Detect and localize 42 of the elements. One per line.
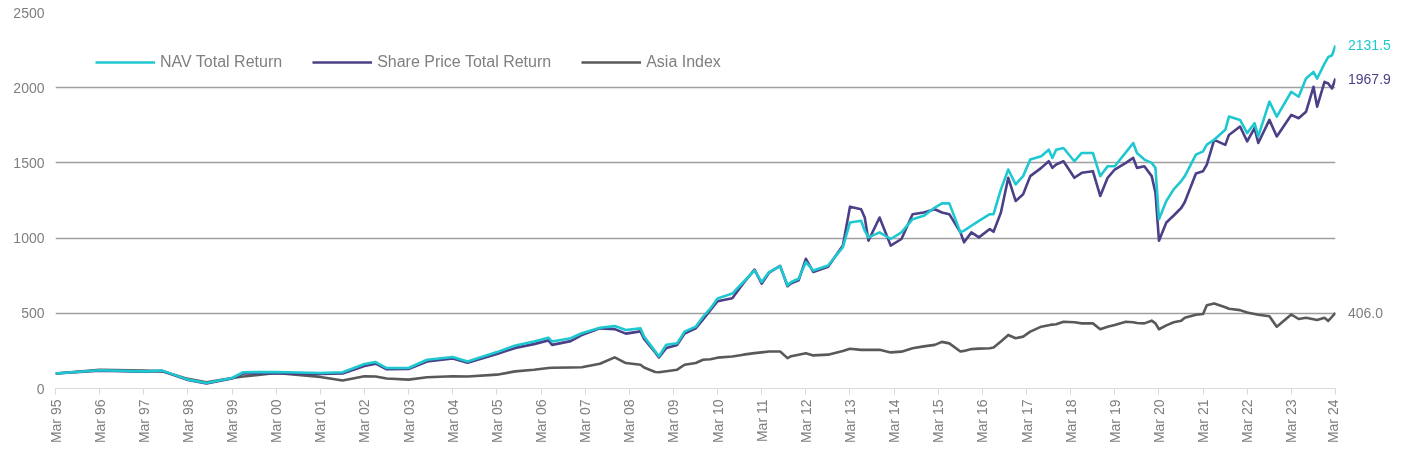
x-tick-label: Mar 05 [488,399,505,444]
x-tick-label: Mar 98 [179,399,196,444]
x-tick-label: Mar 23 [1283,399,1300,444]
x-tick-label: Mar 12 [797,399,814,444]
y-tick-label: 2000 [13,79,45,96]
y-tick-label: 2500 [13,4,45,21]
legend-label: NAV Total Return [160,53,283,71]
legend-label: Asia Index [646,53,721,71]
x-tick-label: Mar 16 [974,399,991,444]
text: 406.0 [1348,304,1384,321]
x-tick-label: Mar 15 [930,399,947,444]
x-tick-label: Mar 99 [224,399,241,444]
x-tick-label: Mar 02 [356,399,373,444]
x-tick-label: Mar 10 [709,399,726,444]
x-tick-label: Mar 95 [47,399,64,444]
y-tick-label: 1500 [13,154,45,171]
x-tick-label: Mar 11 [753,399,770,443]
x-tick-label: Mar 13 [841,399,858,444]
x-tick-label: Mar 19 [1106,399,1123,444]
x-tick-label: Mar 03 [400,399,417,444]
y-tick-label: 0 [36,380,45,397]
x-tick-label: Mar 01 [312,399,329,444]
x-tick-label: Mar 08 [621,399,638,444]
text: 2131.5 [1348,37,1392,54]
x-tick-label: Mar 21 [1195,399,1212,444]
x-tick-label: Mar 20 [1150,399,1167,444]
x-tick-label: Mar 24 [1324,399,1341,444]
x-tick-label: Mar 00 [268,399,285,444]
x-tick-label: Mar 07 [577,399,594,444]
x-tick-label: Mar 17 [1018,399,1035,444]
x-tick-label: Mar 09 [665,399,682,444]
y-tick-label: 1000 [13,230,45,247]
text: 1967.9 [1348,70,1392,87]
x-tick-label: Mar 14 [886,399,903,444]
y-tick-label: 500 [21,305,45,322]
x-tick-label: Mar 06 [533,399,550,444]
x-tick-label: Mar 96 [91,399,108,444]
x-tick-label: Mar 22 [1239,399,1256,444]
x-tick-label: Mar 18 [1062,399,1079,444]
x-tick-label: Mar 97 [135,399,152,444]
x-tick-label: Mar 04 [444,399,461,444]
legend-label: Share Price Total Return [377,53,552,71]
